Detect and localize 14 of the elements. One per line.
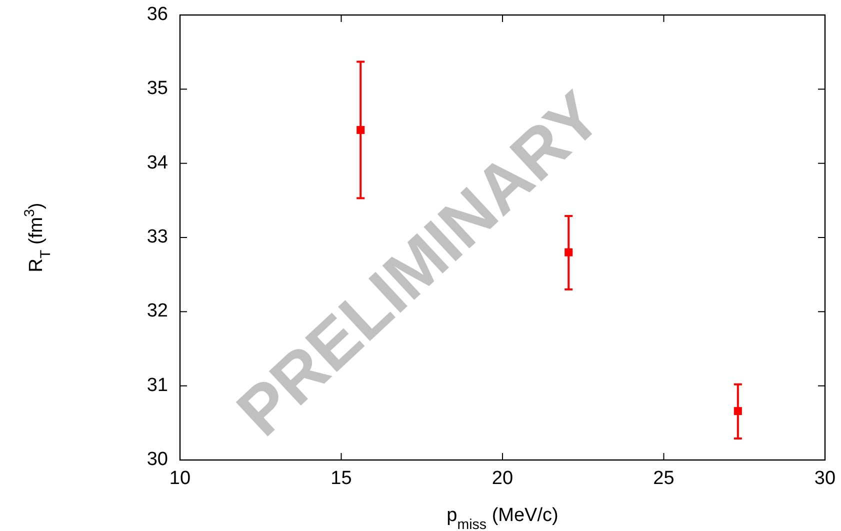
x-tick-label: 10 bbox=[169, 468, 191, 489]
y-tick-label: 35 bbox=[146, 78, 168, 100]
x-tick-label: 30 bbox=[814, 468, 836, 489]
point bbox=[734, 407, 742, 416]
y-tick-label: 36 bbox=[146, 4, 168, 26]
x-axis-title: p$_{miss}$ (MeV/c) bbox=[446, 505, 558, 531]
y-tick-label: 32 bbox=[146, 300, 168, 322]
x-tick-label: 25 bbox=[653, 468, 674, 489]
y-tick-label: 34 bbox=[146, 152, 168, 174]
x-tick-label: 20 bbox=[492, 468, 514, 489]
y-tick-label: 31 bbox=[146, 374, 168, 396]
x-tick-label: 15 bbox=[330, 468, 352, 489]
y-tick-label: 33 bbox=[146, 226, 168, 248]
y-tick-label: 30 bbox=[146, 449, 168, 470]
